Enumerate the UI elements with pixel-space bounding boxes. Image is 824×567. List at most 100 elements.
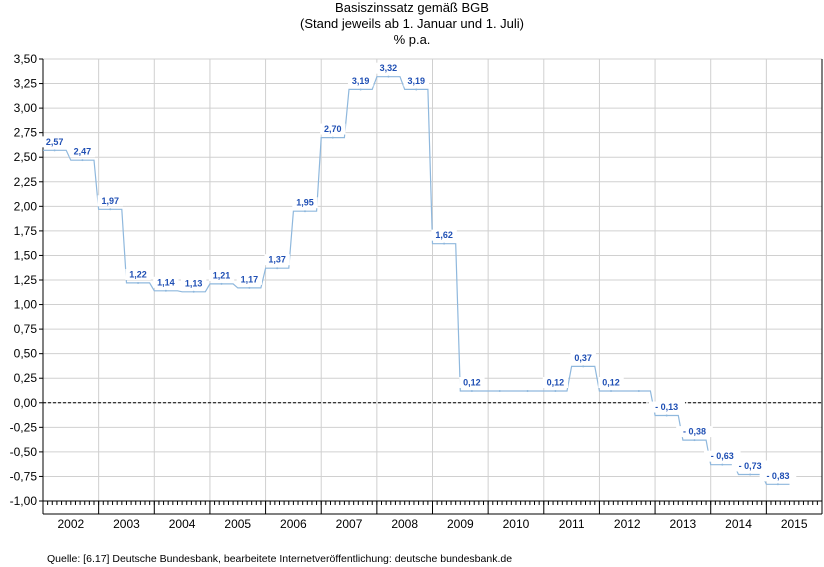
y-tick-label: 2,00 [14,199,38,213]
data-label-bg [759,470,797,482]
data-label-bg [125,268,151,280]
data-point [137,281,140,284]
series-line [43,76,790,485]
x-tick-label: 2013 [670,517,697,531]
data-point [276,267,279,270]
data-label-bg [648,401,685,413]
x-tick-label: 2007 [336,517,363,531]
x-tick-label: 2009 [447,517,474,531]
data-point [470,389,473,392]
y-tick-label: 2,50 [14,150,38,164]
x-tick-label: 2002 [57,517,84,531]
source-note: Quelle: [6.17] Deutsche Bundesbank, bear… [47,553,513,565]
data-label-bg [704,450,741,462]
data-label-bg [208,269,235,281]
data-point [53,149,56,152]
y-tick-label: 2,25 [14,175,38,189]
data-label: 1,95 [296,198,314,208]
x-tick-label: 2011 [559,517,585,531]
y-tick-label: 1,75 [14,224,38,238]
data-point [109,208,112,211]
data-label: 1,62 [435,230,453,240]
data-label: 0,12 [547,377,565,387]
data-label: 1,17 [241,274,259,284]
x-tick-label: 2004 [169,517,196,531]
data-label: 1,13 [185,278,203,288]
data-label: 3,19 [408,76,426,86]
data-point [498,389,501,392]
x-tick-label: 2015 [781,517,808,531]
data-label-bg [180,277,207,289]
data-point [164,289,167,292]
data-label-bg [320,123,346,135]
data-label: 3,32 [380,63,398,73]
x-tick-label: 2010 [503,517,530,531]
data-label-bg [97,195,123,207]
data-point [192,290,195,293]
data-point [554,389,557,392]
data-label: 2,47 [74,147,92,157]
data-label: 2,70 [324,124,342,134]
data-label: - 0,38 [683,427,706,437]
data-label-bg [676,426,713,438]
data-label: 0,12 [602,377,620,387]
data-label-bg [598,376,624,388]
data-label-bg [292,197,318,209]
x-tick-label: 2014 [725,517,752,531]
data-point [220,282,223,285]
data-label: - 0,83 [766,471,789,481]
data-label-bg [153,276,179,288]
y-tick-label: 1,50 [14,248,38,262]
data-label: 1,14 [157,277,175,287]
y-tick-label: 3,50 [14,52,38,66]
data-label-bg [459,376,485,388]
data-label-bg [731,460,769,472]
data-label-bg [69,146,96,158]
data-label-bg [41,136,68,148]
data-label-bg [403,75,429,87]
data-label: - 0,13 [655,402,678,412]
chart-title: Basiszinssatz gemäß BGB [335,0,489,15]
y-tick-label: 1,25 [14,273,38,287]
y-tick-label: 3,00 [14,101,38,115]
data-point [387,75,390,78]
data-label-bg [570,352,596,364]
data-point [248,286,251,289]
data-label: 1,21 [213,270,231,280]
data-point [665,414,668,417]
data-label-bg [236,273,263,285]
data-label: 3,19 [352,76,370,86]
data-label: 2,57 [46,137,64,147]
data-label-bg [375,62,402,74]
data-label-bg [431,229,457,241]
y-tick-label: 2,75 [14,126,38,140]
data-label: 0,12 [463,377,481,387]
y-tick-label: 0,75 [14,322,38,336]
data-label: - 0,63 [711,451,734,461]
y-tick-label: 1,00 [14,298,38,312]
x-tick-label: 2008 [391,517,418,531]
y-tick-label: -0,75 [10,469,38,483]
chart-subtitle: (Stand jeweils ab 1. Januar und 1. Juli) [299,16,524,31]
data-label-bg [264,254,290,266]
y-axis-unit-label: % p.a. [393,32,431,47]
data-point [776,483,779,486]
data-point [721,463,724,466]
data-point [526,389,529,392]
data-label: 1,37 [268,255,286,265]
data-label: - 0,73 [739,461,762,471]
data-label-bg [542,376,569,388]
y-tick-label: 0,50 [14,347,38,361]
y-tick-label: 0,25 [14,371,38,385]
data-label: 1,97 [101,196,119,206]
x-tick-label: 2012 [614,517,641,531]
y-tick-label: 0,00 [14,396,38,410]
data-point [443,242,446,245]
y-tick-label: -0,50 [10,445,38,459]
data-point [331,136,334,139]
y-tick-label: -1,00 [10,494,38,508]
x-tick-label: 2003 [113,517,140,531]
y-tick-label: -0,25 [10,420,38,434]
data-point [81,159,84,162]
